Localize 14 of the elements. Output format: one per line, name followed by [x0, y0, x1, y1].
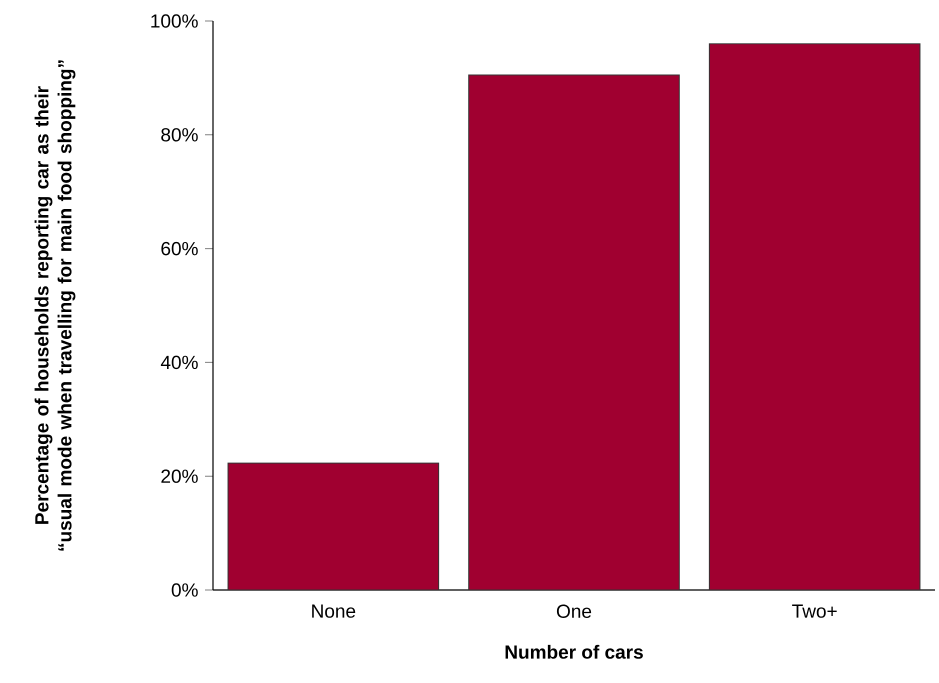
- bar: [708, 43, 920, 590]
- y-tick-label: 100%: [151, 14, 198, 28]
- bar: [228, 462, 440, 590]
- x-tick-label: Two+: [792, 604, 837, 618]
- x-tick-label: None: [312, 604, 356, 618]
- y-tick-label: 20%: [161, 469, 198, 483]
- bar: [468, 74, 680, 590]
- y-tick-label: 40%: [160, 356, 198, 370]
- y-tick-label: 0%: [172, 583, 198, 597]
- x-tick-label: One: [556, 604, 592, 618]
- y-tick-label: 80%: [161, 128, 198, 142]
- x-axis-title: Number of cars: [506, 644, 643, 659]
- y-axis-title: Percentage of households reporting car as their “usual mode when travelling for main food shopping”: [34, 60, 76, 551]
- y-tick-label: 60%: [161, 242, 198, 256]
